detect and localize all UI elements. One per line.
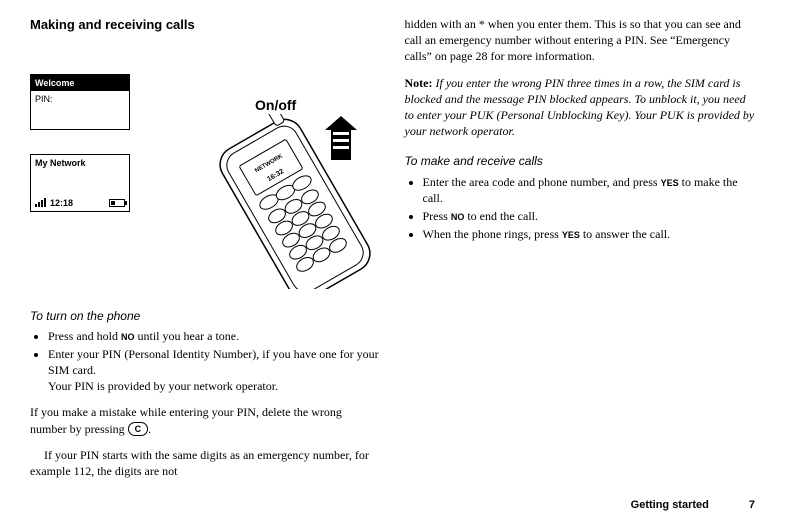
yes-key-label: YES bbox=[562, 230, 580, 240]
note-label: Note: bbox=[405, 76, 433, 90]
home-screen: My Network 12:18 bbox=[30, 154, 130, 212]
list-item: Enter your PIN (Personal Identity Number… bbox=[48, 346, 381, 395]
page-footer: Getting started 7 bbox=[631, 499, 755, 511]
section-title: Making and receiving calls bbox=[30, 16, 381, 34]
home-screen-body bbox=[31, 171, 129, 195]
footer-page: 7 bbox=[749, 499, 755, 511]
pin-screen: Welcome PIN: bbox=[30, 74, 130, 130]
signal-icon bbox=[35, 198, 46, 207]
pin-screen-body: PIN: bbox=[31, 91, 129, 129]
list-item: Enter the area code and phone number, an… bbox=[423, 174, 756, 206]
list-item: Press and hold NO until you hear a tone. bbox=[48, 328, 381, 344]
turn-on-heading: To turn on the phone bbox=[30, 308, 381, 324]
make-receive-list: Enter the area code and phone number, an… bbox=[405, 174, 756, 243]
home-screen-title: My Network bbox=[31, 155, 129, 171]
footer-section: Getting started bbox=[631, 499, 709, 511]
home-screen-time: 12:18 bbox=[50, 197, 73, 209]
c-key-icon: C bbox=[128, 422, 149, 436]
onoff-label: On/off bbox=[255, 96, 296, 115]
pin-screen-title: Welcome bbox=[31, 75, 129, 91]
note-para: Note: If you enter the wrong PIN three t… bbox=[405, 75, 756, 140]
no-key-label: NO bbox=[121, 332, 135, 342]
battery-icon bbox=[109, 199, 125, 207]
make-receive-heading: To make and receive calls bbox=[405, 153, 756, 169]
list-item: Press NO to end the call. bbox=[423, 208, 756, 224]
home-screen-status: 12:18 bbox=[31, 195, 129, 211]
pin-delete-para: If you make a mistake while entering you… bbox=[30, 404, 381, 436]
turn-on-list: Press and hold NO until you hear a tone.… bbox=[30, 328, 381, 395]
continuation-para: hidden with an * when you enter them. Th… bbox=[405, 16, 756, 65]
note-body: If you enter the wrong PIN three times i… bbox=[405, 76, 755, 139]
phone-illustration: NETWORK 16:32 bbox=[185, 114, 405, 289]
pin-emergency-para: If your PIN starts with the same digits … bbox=[30, 447, 381, 479]
list-item: When the phone rings, press YES to answe… bbox=[423, 226, 756, 242]
no-key-label: NO bbox=[451, 212, 465, 222]
illustration-block: On/off Welcome PIN: My Network 12:18 bbox=[30, 54, 381, 294]
yes-key-label: YES bbox=[661, 178, 679, 188]
onoff-arrow-icon bbox=[325, 116, 357, 160]
